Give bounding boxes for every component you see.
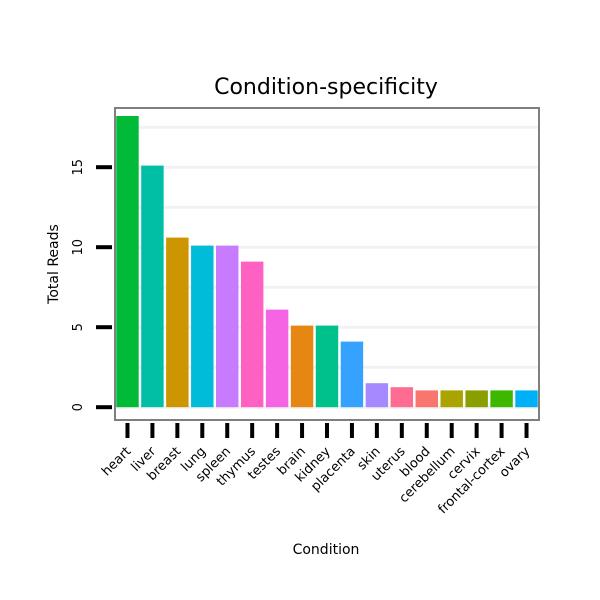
bar-cervix xyxy=(465,390,488,408)
bar-cerebellum xyxy=(440,390,463,408)
bar-breast xyxy=(166,237,189,408)
bar-lung xyxy=(191,245,214,408)
bar-ovary xyxy=(515,390,538,408)
x-tick-label: heart xyxy=(99,444,134,479)
bar-liver xyxy=(141,165,164,408)
bar-uterus xyxy=(390,387,414,408)
chart-title: Condition-specificity xyxy=(214,75,438,100)
bar-frontal-cortex xyxy=(490,390,513,408)
bar-skin xyxy=(365,383,389,408)
y-tick-label: 15 xyxy=(71,159,86,176)
bar-testes xyxy=(265,309,289,408)
y-axis: 0 5 10 15 xyxy=(71,159,112,411)
bar-brain xyxy=(290,325,314,408)
bar-placenta xyxy=(340,341,364,408)
bar-heart xyxy=(116,116,139,408)
x-axis-title: Condition xyxy=(293,542,360,558)
y-axis-title: Total Reads xyxy=(46,224,62,305)
bar-blood xyxy=(415,390,438,408)
y-tick-label: 10 xyxy=(71,239,86,256)
plot-panel-border xyxy=(114,107,540,421)
bars xyxy=(116,116,538,408)
bar-kidney xyxy=(315,325,339,408)
y-tick-label: 0 xyxy=(71,403,86,411)
x-axis: heartliverbreastlungspleenthymustestesbr… xyxy=(99,423,534,517)
bar-thymus xyxy=(240,261,264,408)
y-tick-label: 5 xyxy=(71,323,86,331)
bar-spleen xyxy=(216,245,239,408)
